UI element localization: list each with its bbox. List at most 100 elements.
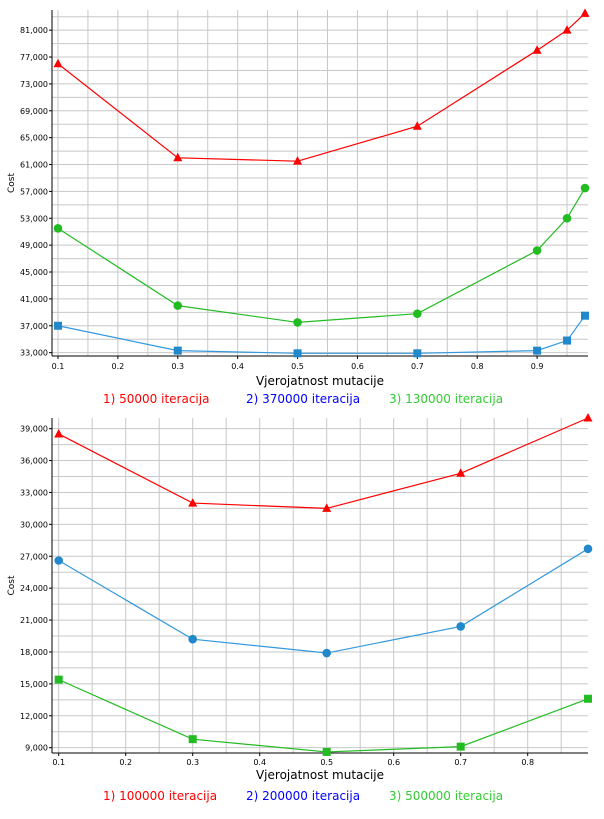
data-point [322,747,331,756]
chart-1: 33,000 37,000 41,000 45,000 49,000 53,000 57,0… [7,8,590,406]
x-tick-label: 0.6 [387,758,400,767]
data-point [54,556,63,565]
x-tick-label: 0.5 [291,362,304,371]
series-line [57,187,586,324]
data-point [54,675,63,684]
data-point [173,301,183,310]
y-tick-label: 77,000 [20,53,48,62]
x-tick-label: 0.9 [531,362,544,371]
x-tick-label: 0.7 [454,758,467,767]
x-tick-label: 0.6 [351,362,364,371]
data-point [322,648,332,658]
legend-entry: 3) 130000 iteracija [389,392,503,406]
series-line [57,315,586,354]
data-point [456,468,466,477]
x-tick-label: 0.2 [112,362,125,371]
x-tick-label: 0.1 [52,362,65,371]
y-tick-label: 33,000 [20,349,48,358]
data-point [456,742,465,751]
y-tick-label: 61,000 [20,161,48,170]
data-point [413,349,422,358]
y-tick-label: 12,000 [20,712,48,721]
y-tick-label: 41,000 [20,295,48,304]
y-tick-label: 21,000 [20,616,48,625]
x-tick-label: 0.3 [171,362,184,371]
data-point [583,413,593,422]
legend-entry: 1) 100000 iteracija [103,789,217,803]
y-tick-label: 69,000 [20,107,48,116]
y-tick-label: 45,000 [20,268,48,277]
x-tick-label: 0.4 [231,362,244,371]
y-tick-label: 24,000 [20,584,48,593]
data-point [533,346,542,355]
y-tick-label: 27,000 [20,552,48,561]
grid [52,418,588,753]
y-tick-label: 49,000 [20,241,48,250]
series-3 [54,675,592,756]
x-tick-label: 0.4 [253,758,266,767]
y-tick-label: 36,000 [20,457,48,466]
x-tick-label: 0.1 [52,758,65,767]
data-point [580,183,590,193]
data-point [53,321,62,330]
y-tick-label: 39,000 [20,425,48,434]
data-point [583,544,593,554]
data-point [293,156,303,165]
y-tick-label: 37,000 [20,322,48,331]
series-line [58,548,589,654]
data-point [293,318,302,327]
data-point [562,25,572,34]
series-1 [54,413,593,512]
data-point [580,8,590,17]
data-point [562,213,572,223]
legend-entry: 1) 50000 iteracija [103,392,209,406]
data-point [53,224,63,233]
data-point [532,45,542,54]
series-line [57,12,586,162]
y-axis-title: Cost [7,173,17,193]
y-tick-label: 9,000 [25,744,48,753]
x-tick-label: 0.7 [411,362,424,371]
data-point [173,346,182,355]
data-point [532,246,542,255]
series-3 [53,183,590,327]
y-tick-label: 53,000 [20,214,48,223]
chart-2: 9,000 12,000 15,000 18,000 21,000 24,000 27,00… [7,413,593,803]
series-1 [53,8,590,165]
data-point [584,694,592,703]
y-tick-label: 73,000 [20,80,48,89]
y-tick-label: 33,000 [20,488,48,497]
data-point [53,58,63,68]
data-point [581,311,590,320]
y-tick-label: 65,000 [20,134,48,143]
series-line [58,417,589,509]
x-tick-label: 0.8 [471,362,484,371]
series-2 [54,544,593,658]
x-axis-title: Vjerojatnost mutacije [256,768,384,782]
y-axis-title: Cost [7,575,17,595]
y-tick-label: 15,000 [20,680,48,689]
x-tick-label: 0.2 [119,758,132,767]
data-point [413,309,422,318]
y-tick-label: 30,000 [20,520,48,529]
x-axis-title: Vjerojatnost mutacije [256,374,384,388]
data-point [456,622,466,631]
data-point [188,498,198,507]
data-point [293,349,302,358]
data-point [563,336,572,345]
y-tick-label: 81,000 [20,26,48,35]
grid [52,10,588,356]
legend-entry: 3) 500000 iteracija [389,789,503,803]
y-tick-label: 18,000 [20,648,48,657]
x-tick-label: 0.5 [320,758,333,767]
legend-entry: 2) 200000 iteracija [246,789,360,803]
data-point [188,735,197,744]
data-point [173,152,183,162]
data-point [54,428,64,438]
x-tick-label: 0.8 [521,758,534,767]
legend-entry: 2) 370000 iteracija [246,392,360,406]
data-point [188,634,197,644]
series-2 [53,311,590,358]
x-tick-label: 0.3 [186,758,199,767]
